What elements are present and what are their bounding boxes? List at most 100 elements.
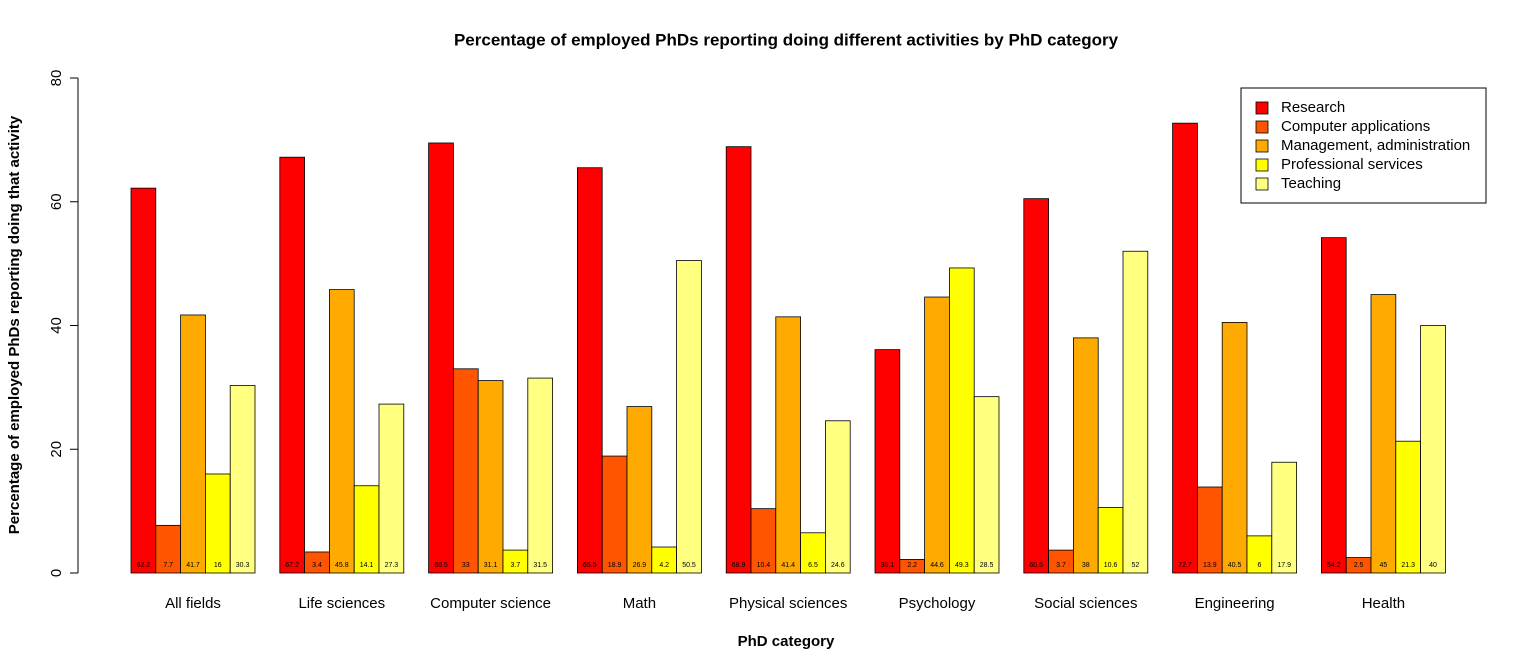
value-label: 6: [1257, 562, 1261, 569]
legend-label: Professional services: [1281, 156, 1423, 173]
legend-swatch: [1255, 120, 1269, 134]
x-tick-label: Life sciences: [298, 595, 385, 612]
bar: [1221, 322, 1248, 574]
value-label: 52: [1132, 562, 1140, 569]
legend-label: Teaching: [1281, 175, 1341, 192]
bar: [601, 455, 628, 574]
bar: [1395, 440, 1422, 574]
value-label: 27.3: [385, 562, 399, 569]
bar: [155, 524, 182, 574]
bar: [452, 368, 479, 574]
y-tick-label: 80: [48, 70, 65, 87]
bar: [973, 396, 1000, 574]
x-tick-label: Health: [1362, 595, 1405, 612]
bar: [874, 349, 901, 574]
x-tick-label: Math: [623, 595, 656, 612]
bar: [725, 146, 752, 574]
value-label: 36.1: [881, 562, 895, 569]
x-tick-label: Psychology: [899, 595, 976, 612]
value-label: 3.7: [1056, 562, 1066, 569]
value-label: 18.9: [608, 562, 622, 569]
value-label: 4.2: [659, 562, 669, 569]
value-label: 31.5: [533, 562, 547, 569]
value-label: 68.9: [732, 562, 746, 569]
legend-label: Research: [1281, 99, 1345, 116]
legend-swatch: [1255, 158, 1269, 172]
value-label: 38: [1082, 562, 1090, 569]
bar: [1172, 122, 1198, 574]
legend-swatch: [1255, 177, 1269, 191]
chart-title: Percentage of employed PhDs reporting do…: [454, 30, 1119, 49]
bar: [1122, 250, 1149, 574]
bar: [279, 156, 305, 574]
value-label: 33: [462, 562, 470, 569]
bar: [1073, 337, 1099, 574]
value-label: 54.2: [1327, 562, 1341, 569]
x-axis-title: PhD category: [738, 633, 835, 650]
bar: [1197, 486, 1223, 574]
value-label: 2.5: [1354, 562, 1364, 569]
bar: [825, 420, 851, 574]
bar: [328, 289, 355, 574]
legend-swatch: [1255, 101, 1269, 115]
x-tick-label: Social sciences: [1034, 595, 1137, 612]
value-label: 3.4: [312, 562, 322, 569]
value-label: 60.5: [1029, 562, 1043, 569]
value-label: 44.6: [930, 562, 944, 569]
value-label: 45: [1380, 562, 1388, 569]
value-label: 62.2: [137, 562, 151, 569]
y-axis-title: Percentage of employed PhDs reporting do…: [6, 115, 23, 534]
bar: [353, 485, 380, 574]
bar: [775, 316, 801, 574]
x-tick-label: Physical sciences: [729, 595, 847, 612]
bar: [1023, 198, 1049, 574]
legend-box: [1240, 87, 1487, 204]
value-label: 67.2: [285, 562, 299, 569]
bar: [1420, 325, 1446, 574]
value-label: 6.5: [808, 562, 818, 569]
value-label: 31.1: [484, 562, 498, 569]
bar: [1321, 237, 1347, 574]
value-label: 28.5: [980, 562, 994, 569]
value-label: 17.9: [1277, 562, 1291, 569]
value-label: 16: [214, 562, 222, 569]
value-label: 14.1: [360, 562, 374, 569]
value-label: 69.5: [434, 562, 448, 569]
value-label: 7.7: [163, 562, 173, 569]
value-label: 10.6: [1104, 562, 1118, 569]
legend-swatch: [1255, 139, 1269, 153]
bar: [676, 260, 702, 574]
value-label: 3.7: [511, 562, 521, 569]
bar: [1271, 461, 1298, 574]
bar: [1370, 294, 1397, 574]
bar: [229, 385, 256, 574]
value-label: 24.6: [831, 562, 845, 569]
legend-label: Computer applications: [1281, 118, 1430, 135]
value-label: 65.5: [583, 562, 597, 569]
value-label: 41.7: [186, 562, 200, 569]
bar: [1097, 507, 1124, 574]
bar: [800, 532, 826, 574]
bar: [180, 314, 206, 574]
value-label: 30.3: [236, 562, 250, 569]
value-label: 41.4: [781, 562, 795, 569]
bar: [477, 380, 504, 574]
y-tick-label: 40: [48, 317, 65, 334]
y-tick-label: 20: [48, 441, 65, 458]
x-tick-label: Engineering: [1195, 595, 1275, 612]
bar: [626, 406, 653, 574]
bar: [130, 187, 157, 574]
value-label: 40.5: [1228, 562, 1242, 569]
bar: [924, 296, 950, 574]
x-tick-label: Computer science: [430, 595, 551, 612]
value-label: 26.9: [633, 562, 647, 569]
value-label: 21.3: [1401, 562, 1415, 569]
value-label: 13.9: [1203, 562, 1217, 569]
bar: [949, 267, 975, 574]
bar: [651, 546, 677, 574]
value-label: 2.2: [907, 562, 917, 569]
value-label: 72.7: [1178, 562, 1192, 569]
x-tick-label: All fields: [165, 595, 221, 612]
value-label: 40: [1429, 562, 1437, 569]
